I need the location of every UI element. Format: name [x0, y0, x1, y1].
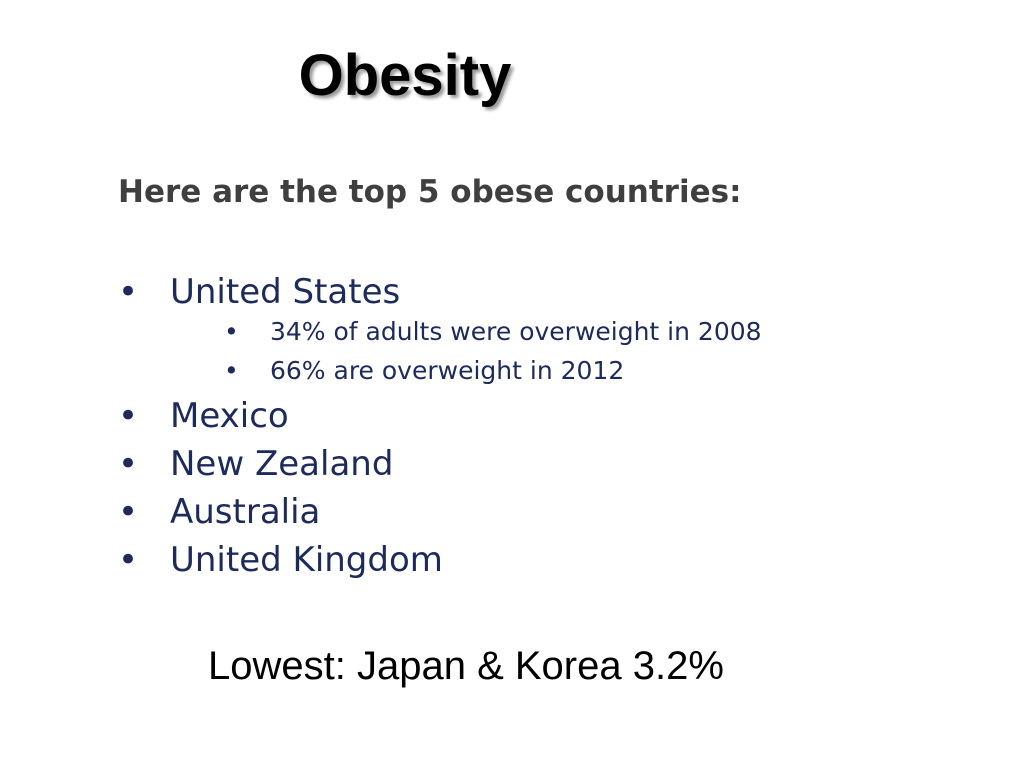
list-item: United Kingdom: [118, 536, 762, 584]
list-item: New Zealand: [118, 440, 762, 488]
country-list: United States34% of adults were overweig…: [118, 268, 762, 584]
footer-text: Lowest: Japan & Korea 3.2%: [208, 644, 724, 688]
sub-list: 34% of adults were overweight in 200866%…: [118, 312, 762, 390]
list-item: Australia: [118, 488, 762, 536]
slide-title: Obesity: [298, 43, 512, 108]
sub-item: 66% are overweight in 2012: [118, 351, 762, 390]
list-item: United States: [118, 268, 762, 316]
intro-text: Here are the top 5 obese countries:: [118, 174, 742, 210]
list-item: Mexico: [118, 392, 762, 440]
sub-item: 34% of adults were overweight in 2008: [118, 312, 762, 351]
